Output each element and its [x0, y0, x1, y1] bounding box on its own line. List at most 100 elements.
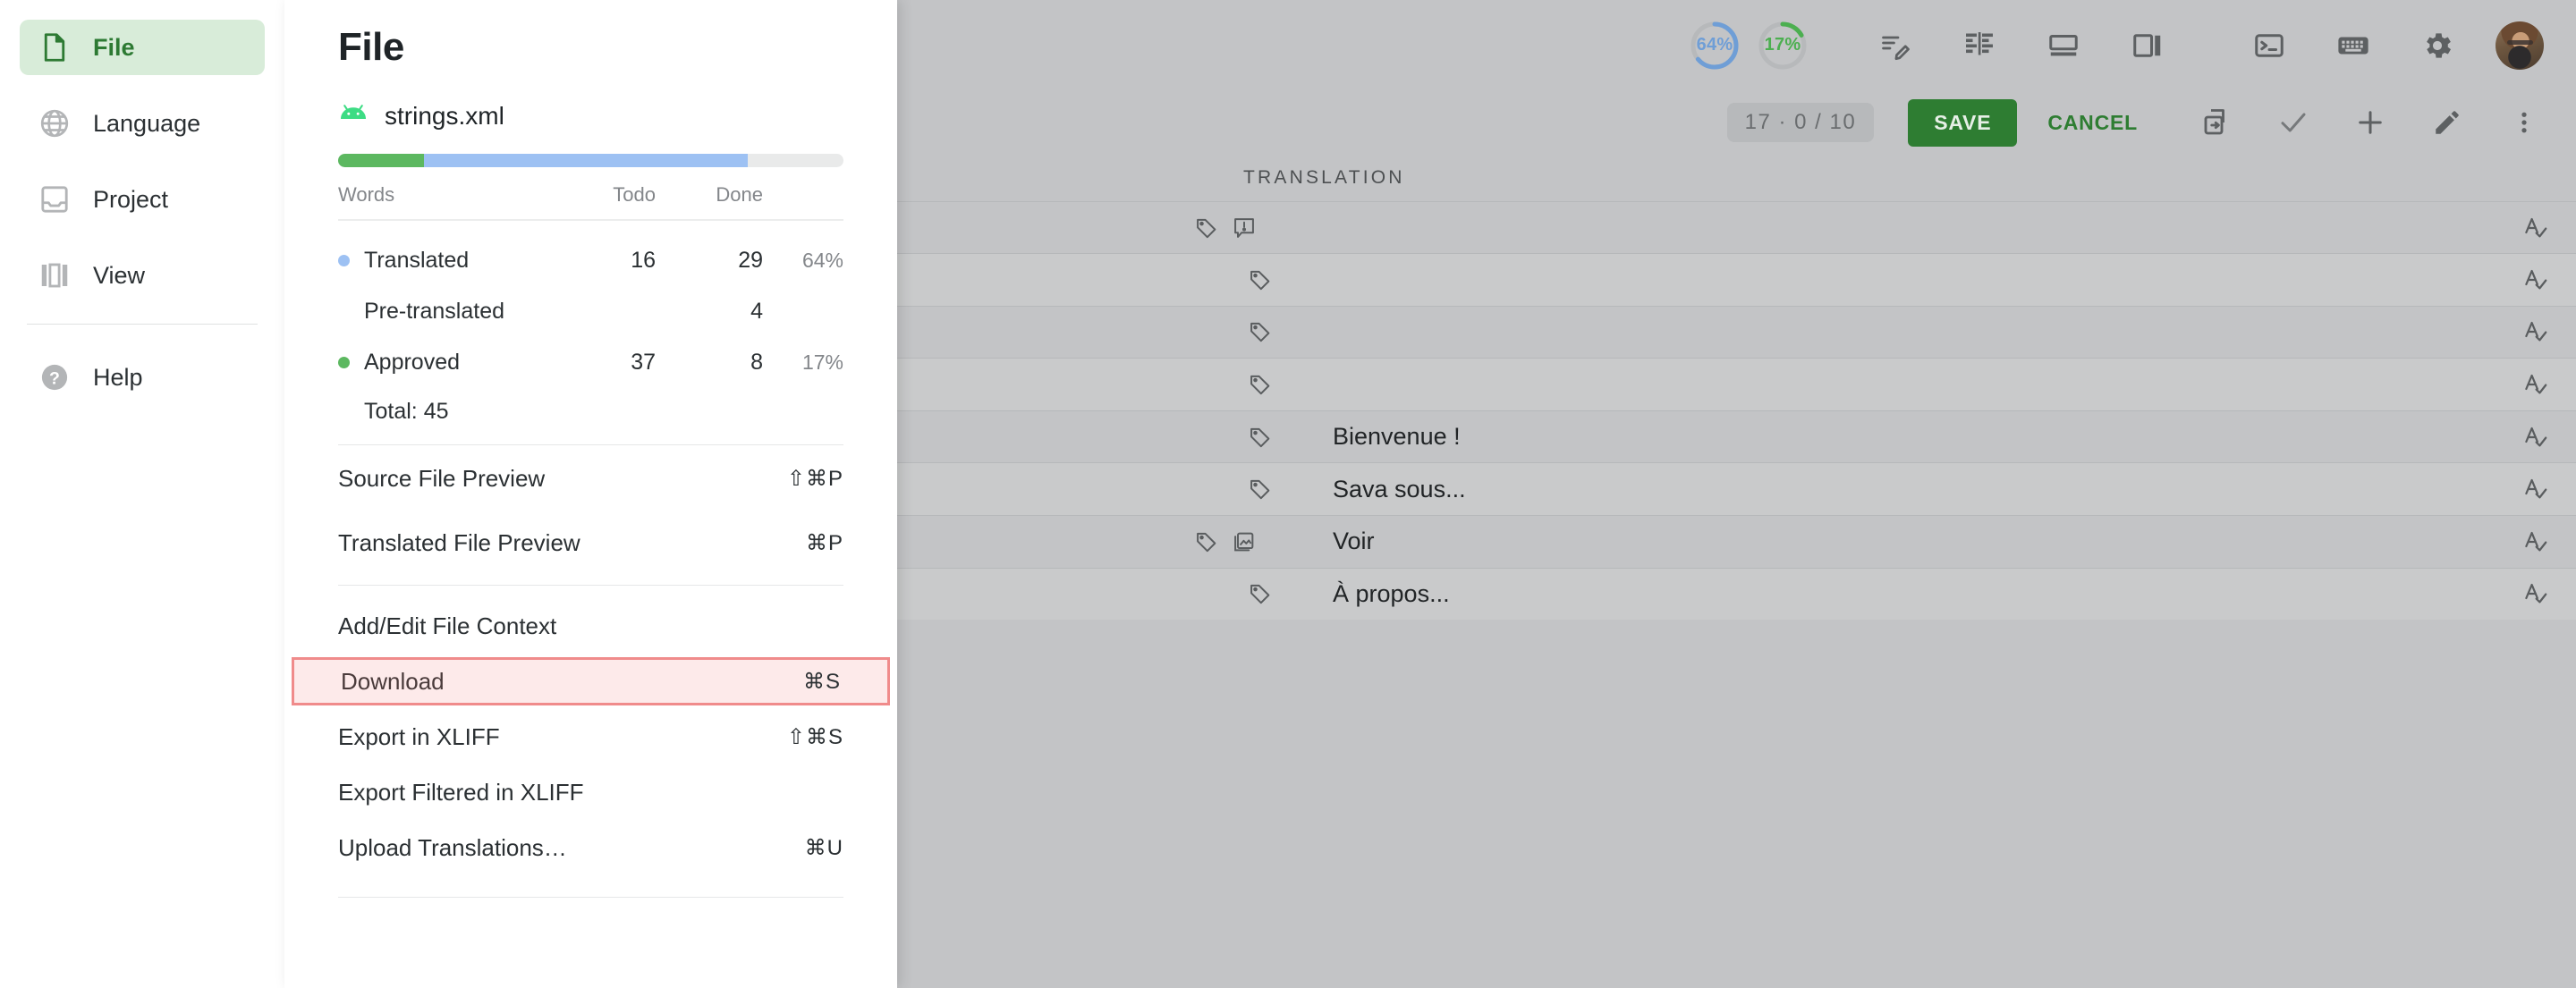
menu-item-upload-translations[interactable]: Upload Translations… ⌘U — [284, 823, 897, 872]
sidebar-item-label: Project — [93, 185, 169, 213]
terminal-icon[interactable] — [2243, 20, 2295, 72]
svg-text:?: ? — [49, 369, 60, 389]
menu-item-shortcut: ⇧⌘S — [786, 724, 843, 749]
file-menu-group-preview: Source File Preview ⇧⌘P Translated File … — [284, 454, 897, 567]
sidebar-item-help[interactable]: ? Help — [20, 350, 265, 405]
sidebar-item-file[interactable]: File — [20, 20, 265, 75]
pencil-icon[interactable] — [2422, 97, 2472, 148]
menu-item-shortcut: ⌘U — [804, 835, 843, 860]
file-icon — [36, 31, 73, 63]
stats-header-done: Done — [716, 183, 763, 206]
sidebar-item-view[interactable]: View — [20, 248, 265, 303]
translation-text[interactable]: Bienvenue ! — [1333, 423, 1461, 451]
menu-item-translated-file-preview[interactable]: Translated File Preview ⌘P — [284, 519, 897, 567]
table-row[interactable] — [0, 305, 2576, 359]
columns-icon — [36, 259, 73, 291]
menu-item-shortcut: ⌘P — [805, 530, 843, 555]
image-icon[interactable] — [1232, 529, 1257, 554]
plus-icon[interactable] — [2345, 97, 2395, 148]
stats-row-translated: Translated 16 29 64% — [338, 221, 843, 286]
menu-item-export-in-xliff[interactable]: Export in XLIFF ⇧⌘S — [284, 713, 897, 761]
copy-source-icon[interactable] — [2191, 97, 2241, 148]
stats-header-row: Words Todo Done — [338, 167, 843, 221]
tag-icon[interactable] — [1194, 215, 1219, 241]
table-row[interactable] — [0, 201, 2576, 253]
menu-item-source-file-preview[interactable]: Source File Preview ⇧⌘P — [284, 454, 897, 502]
tag-icon[interactable] — [1248, 425, 1273, 450]
spellcheck-icon[interactable] — [2522, 424, 2549, 451]
menu-item-shortcut: ⌘S — [802, 669, 841, 694]
page-title: File — [338, 25, 404, 69]
cancel-button[interactable]: CANCEL — [2035, 99, 2150, 147]
stats-pct: 64% — [801, 249, 843, 272]
stats-label: Translated — [364, 248, 470, 273]
tag-icon[interactable] — [1248, 372, 1273, 397]
row-icons — [1248, 319, 1273, 344]
row-icons — [1194, 529, 1257, 554]
stats-row-approved: Approved 37 8 17% — [338, 337, 843, 388]
approved-dot — [338, 357, 350, 368]
progress-approved-segment — [338, 154, 425, 167]
help-icon: ? — [36, 361, 73, 393]
inbox-icon — [36, 183, 73, 215]
tag-icon[interactable] — [1248, 267, 1273, 292]
row-icons — [1248, 267, 1273, 292]
spellcheck-icon[interactable] — [2522, 318, 2549, 345]
gear-icon[interactable] — [2411, 20, 2463, 72]
sidebar-item-project[interactable]: Project — [20, 172, 265, 227]
file-progress-bar — [338, 154, 843, 167]
panel-divider — [338, 444, 843, 445]
comment-alert-icon[interactable] — [1232, 215, 1257, 241]
approved-progress-ring[interactable]: 17% — [1757, 20, 1809, 72]
spellcheck-icon[interactable] — [2522, 580, 2549, 607]
split-view-icon[interactable] — [1953, 20, 2005, 72]
translation-column-header: TRANSLATION — [1243, 167, 1405, 188]
menu-item-export-filtered-in-xliff[interactable]: Export Filtered in XLIFF — [284, 768, 897, 816]
more-vertical-icon[interactable] — [2499, 97, 2549, 148]
stats-pct: 17% — [801, 350, 843, 374]
menu-item-label: Add/Edit File Context — [338, 612, 557, 639]
translated-dot — [338, 255, 350, 266]
stats-done: 8 — [750, 350, 763, 375]
keyboard-icon[interactable] — [2327, 20, 2379, 72]
spellcheck-icon[interactable] — [2522, 528, 2549, 555]
comment-edit-icon[interactable] — [1869, 20, 1921, 72]
approved-percent-label: 17% — [1764, 35, 1801, 55]
check-icon[interactable] — [2268, 97, 2318, 148]
stats-header-words: Words — [338, 183, 395, 206]
spellcheck-icon[interactable] — [2522, 371, 2549, 398]
panel-divider — [338, 897, 843, 898]
translated-progress-ring[interactable]: 64% — [1689, 20, 1741, 72]
sidebar: File Language Project — [0, 0, 284, 988]
translation-text[interactable]: Voir — [1333, 528, 1375, 555]
bottom-panel-icon[interactable] — [2038, 20, 2089, 72]
tag-icon[interactable] — [1248, 581, 1273, 606]
tag-icon[interactable] — [1248, 319, 1273, 344]
sidebar-item-language[interactable]: Language — [20, 96, 265, 151]
spellcheck-icon[interactable] — [2522, 215, 2549, 241]
progress-translated-segment — [424, 154, 748, 167]
spellcheck-icon[interactable] — [2522, 476, 2549, 502]
stats-todo: 16 — [631, 248, 656, 273]
table-row[interactable]: Bienvenue ! — [0, 410, 2576, 463]
row-icons — [1248, 581, 1273, 606]
save-button[interactable]: SAVE — [1908, 98, 2018, 147]
menu-item-label: Source File Preview — [338, 464, 546, 492]
translated-percent-label: 64% — [1696, 35, 1733, 55]
menu-item-add-edit-file-context[interactable]: Add/Edit File Context — [284, 602, 897, 650]
tag-icon[interactable] — [1194, 529, 1219, 554]
stats-done: 4 — [750, 299, 763, 324]
ring-chart-icon — [1758, 21, 1807, 69]
translation-text[interactable]: Sava sous... — [1333, 475, 1466, 502]
sidebar-item-label: Language — [93, 109, 201, 137]
translation-text[interactable]: À propos... — [1333, 579, 1450, 607]
stats-label: Approved — [364, 350, 461, 375]
menu-item-shortcut: ⇧⌘P — [786, 466, 843, 491]
table-row[interactable]: Voir — [0, 514, 2576, 568]
avatar[interactable] — [2496, 21, 2544, 70]
tag-icon[interactable] — [1248, 477, 1273, 502]
menu-item-download[interactable]: Download ⌘S — [292, 657, 890, 705]
current-file[interactable]: strings.xml — [284, 70, 897, 131]
right-panel-icon[interactable] — [2122, 20, 2174, 72]
spellcheck-icon[interactable] — [2522, 266, 2549, 293]
